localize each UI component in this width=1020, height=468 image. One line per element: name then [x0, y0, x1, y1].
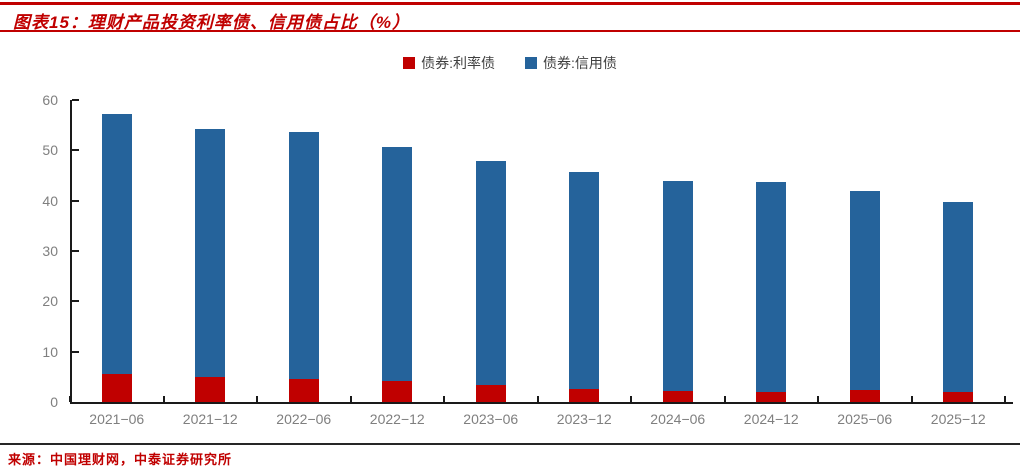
y-tick-mark	[72, 300, 79, 303]
top-rule	[0, 2, 1020, 5]
x-tick-mark	[443, 396, 445, 402]
x-tick-mark	[349, 396, 352, 402]
legend-label: 债券:信用债	[543, 55, 617, 71]
bar-segment-rate-bond	[288, 378, 319, 402]
bar-segment-credit-bond	[195, 129, 226, 377]
bar-segment-rate-bond	[756, 392, 787, 402]
x-tick-label: 2022−06	[276, 411, 332, 427]
y-tick-mark	[72, 99, 79, 101]
y-tick-label: 10	[42, 343, 58, 360]
y-tick-label: 50	[42, 142, 58, 159]
bar-segment-rate-bond	[943, 391, 974, 402]
x-tick-mark	[536, 396, 539, 402]
bar-segment-credit-bond	[569, 172, 600, 389]
y-tick-label: 60	[42, 92, 58, 108]
legend-label: 债券:利率债	[421, 55, 495, 71]
x-tick-label: 2024−06	[650, 411, 706, 427]
x-tick-label: 2022−12	[369, 411, 425, 427]
source-rule	[0, 443, 1020, 445]
x-tick-label: 2024−12	[743, 411, 799, 427]
chart-legend: 债券:利率债 债券:信用债	[0, 53, 1020, 73]
bar-segment-rate-bond	[849, 390, 880, 402]
y-tick-mark	[72, 149, 79, 152]
bar-segment-rate-bond	[382, 381, 413, 402]
stacked-bar-chart: 0 10 20 30 40 50 60 2021−06 2021−12 2022−06 2022−1…	[0, 80, 1020, 450]
x-tick-mark	[162, 396, 165, 402]
title-rule	[0, 30, 1020, 32]
bar-segment-credit-bond	[288, 132, 319, 379]
y-tick-mark	[72, 350, 79, 353]
y-tick-label: 30	[42, 243, 58, 259]
x-tick-mark	[723, 396, 726, 402]
bar-segment-credit-bond	[382, 147, 413, 382]
y-axis	[70, 100, 72, 404]
rate-bond-swatch-icon	[403, 57, 416, 69]
x-tick-label: 2025−06	[837, 411, 893, 427]
y-tick-label: 0	[50, 394, 58, 410]
legend-item-rate-bond: 债券:利率债	[403, 53, 495, 73]
bar-segment-credit-bond	[849, 191, 880, 391]
y-tick-label: 40	[42, 192, 58, 209]
x-tick-mark	[1004, 396, 1006, 402]
bar-segment-rate-bond	[101, 374, 132, 402]
x-tick-mark	[630, 396, 632, 402]
y-tick-label: 20	[42, 293, 58, 310]
x-axis	[70, 402, 1013, 404]
bar-segment-credit-bond	[943, 201, 974, 392]
credit-bond-swatch-icon	[525, 57, 537, 69]
bar-segment-credit-bond	[756, 182, 787, 393]
bar-segment-credit-bond	[101, 114, 132, 375]
x-tick-mark	[69, 396, 71, 402]
legend-item-credit-bond: 债券:信用债	[525, 53, 617, 73]
bar-segment-rate-bond	[195, 376, 226, 402]
x-tick-label: 2023−06	[463, 411, 519, 427]
y-tick-mark	[72, 199, 79, 202]
bar-segment-credit-bond	[662, 180, 693, 392]
y-tick-mark	[72, 250, 79, 252]
x-tick-mark	[817, 396, 819, 402]
x-tick-mark	[256, 396, 258, 402]
x-tick-label: 2025−12	[930, 411, 986, 427]
x-tick-label: 2023−12	[556, 411, 612, 427]
figure-source: 来源：中国理财网，中泰证券研究所	[8, 452, 233, 467]
figure-title: 图表15：理财产品投资利率债、信用债占比（%）	[13, 13, 411, 32]
bar-segment-rate-bond	[475, 385, 506, 402]
bar-segment-rate-bond	[569, 388, 600, 402]
bar-segment-rate-bond	[662, 391, 693, 402]
x-tick-mark	[910, 396, 913, 402]
x-tick-label: 2021−06	[89, 411, 145, 427]
x-tick-label: 2021−12	[182, 411, 238, 427]
bar-segment-credit-bond	[475, 160, 506, 386]
